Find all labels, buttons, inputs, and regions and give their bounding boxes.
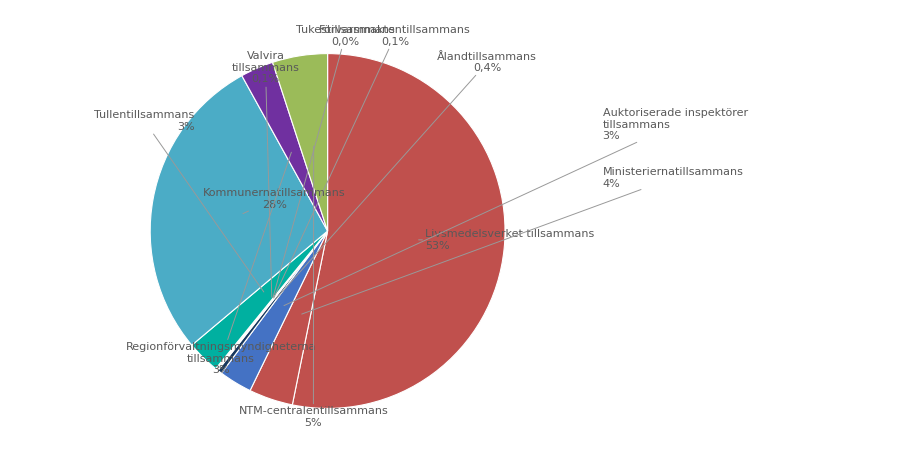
Wedge shape xyxy=(273,54,328,231)
Text: Tukestillsammans
0,0%: Tukestillsammans 0,0% xyxy=(273,25,395,298)
Text: Livsmedelsverket tillsammans
53%: Livsmedelsverket tillsammans 53% xyxy=(419,229,594,251)
Wedge shape xyxy=(242,62,328,231)
Wedge shape xyxy=(216,231,328,369)
Wedge shape xyxy=(292,54,505,408)
Text: NTM-centralentillsammans
5%: NTM-centralentillsammans 5% xyxy=(238,146,389,428)
Wedge shape xyxy=(217,231,328,373)
Text: Auktoriserade inspektörer
tillsammans
3%: Auktoriserade inspektörer tillsammans 3% xyxy=(284,108,748,305)
Text: Ålandtillsammans
0,4%: Ålandtillsammans 0,4% xyxy=(276,52,537,299)
Text: Valvira
tillsammans
0,1%: Valvira tillsammans 0,1% xyxy=(231,51,299,297)
Wedge shape xyxy=(217,231,328,370)
Text: Förvarsmaktentillsammans
0,1%: Förvarsmaktentillsammans 0,1% xyxy=(274,25,470,298)
Text: Regionförvaltningsmyndigheterna
tillsammans
3%: Regionförvaltningsmyndigheterna tillsamm… xyxy=(126,152,317,375)
Wedge shape xyxy=(221,231,328,390)
Wedge shape xyxy=(250,231,328,405)
Wedge shape xyxy=(192,231,328,369)
Wedge shape xyxy=(150,76,328,345)
Wedge shape xyxy=(217,231,328,371)
Text: Kommunernatillsammans
28%: Kommunernatillsammans 28% xyxy=(203,188,346,213)
Text: Ministeriernatillsammans
4%: Ministeriernatillsammans 4% xyxy=(302,167,743,314)
Text: Tullentillsammans
3%: Tullentillsammans 3% xyxy=(95,110,264,292)
